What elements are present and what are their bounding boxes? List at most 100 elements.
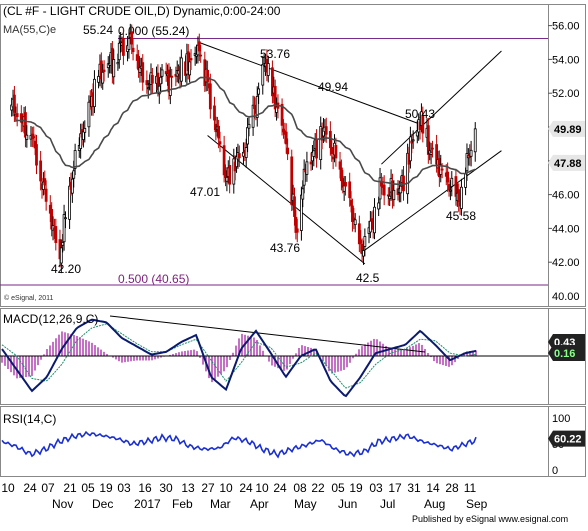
candle-body [280,103,284,126]
price-panel: 42.0044.0046.0048.0050.0052.0054.0056.00… [0,21,585,303]
fib-label-0: 0.000 (55.24) [118,24,189,38]
candle-body [206,69,209,82]
candle-body [440,168,444,171]
candle-body [116,62,120,65]
candle-body [224,170,227,178]
candle-body [237,153,241,159]
x-day-label: 28 [445,481,459,495]
x-day-label: 31 [407,481,421,495]
x-month-label: Aug [424,497,445,511]
candle-body [160,69,164,77]
candle-body [197,41,201,52]
candle-body [447,184,451,191]
macd-title: MACD(12,26,9,C) [3,312,98,326]
candle-body [15,113,19,118]
candle-body [299,194,303,231]
candle-body [362,250,365,257]
candle-body [328,130,332,149]
candle-body [334,145,338,159]
x-day-label: 07 [41,481,55,495]
candle-body [348,181,352,199]
fib-label-50: 0.500 (40.65) [118,272,189,286]
candle-body [342,185,346,192]
candle-body [295,228,299,233]
candle-body [363,236,367,247]
candle-body [117,42,121,61]
x-day-label: 08 [293,481,307,495]
rsi-pointer-bg [548,430,585,447]
candle-body [13,94,16,113]
candle-body [344,182,347,187]
rsi-pointer: 60.22 [554,434,582,446]
x-day-label: 03 [369,481,383,495]
candle-body [87,101,91,128]
x-month-label: May [294,497,317,511]
rsi-tick-label: 0 [552,465,558,477]
candle-body [43,178,47,186]
candle-body [446,171,450,183]
x-day-label: 27 [201,481,215,495]
candle-body [255,95,259,118]
trendline [361,150,502,253]
price-tick-label: 56.00 [552,21,580,33]
candle-body [32,136,36,139]
x-day-label: 24 [273,481,287,495]
price-annotations: 55.24 53.76 49.94 50.43 47.01 43.76 42.20 42.5 4… [51,23,476,285]
trendline [381,50,502,165]
price-annotation: 42.5 [356,271,380,285]
candle-body [353,219,357,226]
candle-body [293,196,296,217]
x-day-label: 24 [239,481,253,495]
panel-frame [0,4,586,307]
candle-body [73,150,77,169]
candle-body [59,247,63,264]
candle-body [331,156,335,160]
candle-body [429,151,433,155]
source-label: © eSignal, 2011 [4,294,54,302]
x-day-label: 14 [426,481,440,495]
price-tick-label: 40.00 [552,291,580,303]
candle-body [35,144,38,166]
candle-body [392,189,396,201]
candle-body [179,57,183,82]
trendline [199,42,419,125]
price-tick-label: 44.00 [552,223,580,235]
candle-body [68,185,72,220]
price-tick-label: 42.00 [552,257,580,269]
x-day-label: 03 [117,481,131,495]
candle-body [408,136,412,162]
candle-body [131,47,135,53]
candle-body [373,206,376,234]
x-day-label: 10 [219,481,233,495]
price-pointers: 49.89 47.88 [548,120,585,171]
ma-line [15,76,476,186]
candle-body [39,160,43,182]
price-annotation: 49.94 [318,80,348,94]
candle-body [146,87,150,90]
candle-body [309,161,313,165]
last-price-pointer-bg [548,120,585,137]
price-tick-label: 46.00 [552,190,580,202]
price-annotation: 55.24 [83,23,113,37]
x-month-label: Nov [52,497,73,511]
candle-body [159,76,163,85]
price-annotation: 53.76 [260,47,290,61]
candle-body [315,138,318,159]
candle-body [426,125,430,155]
ma-pointer-bg [548,154,585,171]
candle-body [382,184,386,196]
candle-body [261,64,265,86]
x-day-label: 17 [388,481,402,495]
x-month-label: Mar [210,497,231,511]
candle-body [301,188,305,200]
price-annotation: 50.43 [405,107,435,121]
candle-body [449,189,452,192]
last-price-pointer: 49.89 [554,124,582,136]
trendlines [199,42,502,265]
candle-body [399,185,403,194]
candle-body [217,125,221,139]
candle-body [62,214,66,243]
candle-body [101,71,105,84]
candle-body [464,173,467,188]
